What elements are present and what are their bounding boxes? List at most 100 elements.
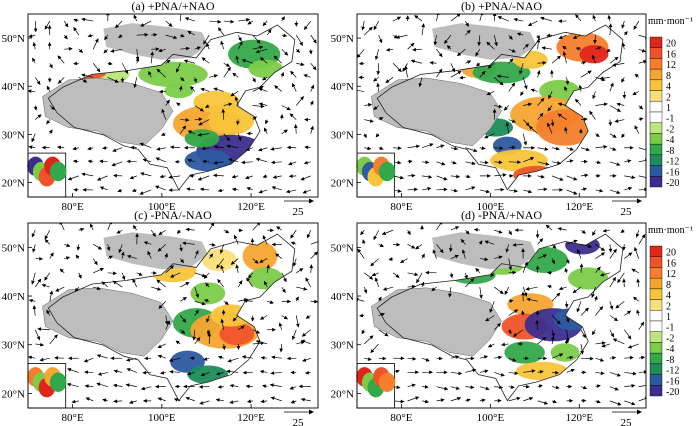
wind-vector-head (511, 119, 517, 123)
wind-vector-head (600, 252, 606, 257)
plateau-mask (42, 77, 174, 147)
wind-vector-head (397, 68, 402, 73)
wind-vector-head (523, 292, 528, 297)
wind-vector-head (505, 248, 510, 253)
wind-vector-head (196, 336, 201, 342)
wind-vector-head (397, 160, 402, 165)
wind-vector-head (378, 39, 383, 44)
wind-vector-head (415, 370, 420, 375)
wind-vector-head (265, 120, 269, 125)
colorbar-level-label: 4 (666, 291, 671, 302)
map-area (28, 223, 318, 408)
wind-vector-head (400, 399, 405, 404)
wind-vector-head (47, 41, 52, 46)
wind-vector-head (230, 260, 235, 265)
wind-vector-head (236, 345, 241, 350)
wind-vector-head (81, 73, 86, 78)
wind-vector-head (511, 49, 517, 53)
wind-vector-head (500, 342, 506, 347)
colorbar-units: mm·mon⁻¹ (648, 225, 693, 236)
wind-vector-head (255, 49, 260, 54)
colorbar-swatch (649, 165, 663, 177)
wind-vector-head (449, 273, 454, 279)
wind-vector-head (104, 36, 108, 41)
anomaly-patch (184, 129, 220, 148)
x-tick-label: 120°E (237, 412, 265, 424)
wind-vector-head (303, 160, 308, 165)
wind-vector-head (269, 383, 274, 388)
wind-vector-head (514, 309, 519, 314)
wind-vector-head (168, 358, 174, 362)
wind-vector-head (454, 254, 459, 259)
wind-vector-head (143, 241, 148, 245)
wind-vector-head (142, 399, 147, 403)
colorbar-level-label: 16 (666, 258, 676, 269)
colorbar-level-label: 1 (666, 103, 671, 114)
wind-vector-head (373, 235, 377, 241)
wind-vector-head (535, 319, 539, 324)
wind-vector-head (616, 108, 622, 112)
wind-vector-head (526, 384, 530, 389)
wind-vector-head (373, 77, 378, 82)
wind-vector-head (421, 253, 425, 258)
colorbar-level-label: -20 (666, 178, 679, 189)
wind-vector-head (279, 113, 284, 118)
wind-vector-head (610, 333, 615, 338)
colorbar-units: mm·mon⁻¹ (648, 16, 693, 27)
wind-vector-head (357, 88, 358, 90)
wind-vector-head (168, 23, 173, 27)
wind-vector-head (229, 383, 234, 388)
wind-vector-head (201, 301, 206, 306)
wind-vector-head (633, 25, 638, 30)
wind-vector-head (153, 32, 158, 37)
wind-vector-head (235, 55, 240, 60)
wind-vector-head (494, 42, 498, 47)
wind-vector-head (126, 159, 131, 164)
wind-vector-head (412, 284, 417, 289)
china-outline (47, 24, 296, 191)
wind-vector-head (304, 145, 309, 150)
wind-vector-head (234, 96, 239, 101)
wind-vector-head (361, 26, 365, 31)
wind-vector-head (601, 341, 606, 345)
wind-vector-head (199, 401, 204, 405)
wind-vector-head (217, 19, 222, 24)
wind-vector-head (156, 279, 161, 284)
wind-vector-head (565, 80, 570, 85)
wind-vector-head (271, 355, 276, 360)
wind-vector-head (557, 113, 562, 118)
wind-vector-head (113, 383, 118, 388)
wind-vector-head (258, 147, 263, 152)
wind-vector-head (44, 25, 49, 30)
wind-vector-head (565, 338, 570, 343)
wind-vector-head (183, 145, 188, 150)
anomaly-patch (219, 322, 255, 346)
wind-vector-head (314, 299, 318, 304)
wind-vector-head (572, 35, 578, 39)
wind-vector-head (200, 372, 205, 377)
wind-vector-head (400, 356, 405, 361)
wind-vector-head (303, 25, 308, 31)
wind-vector-head (227, 358, 232, 363)
wind-vector (107, 223, 111, 231)
reference-vector-label: 25 (293, 417, 305, 426)
wind-vector-head (545, 224, 550, 229)
wind-vector-head (609, 305, 614, 310)
wind-vector-head (106, 246, 111, 252)
wind-vector-head (379, 243, 385, 247)
wind-vector-head (551, 259, 555, 265)
wind-vector-head (564, 339, 569, 344)
wind-vector-head (138, 272, 143, 276)
wind-vector-head (382, 356, 387, 361)
wind-vector-head (559, 353, 564, 357)
wind-vector-head (431, 287, 436, 292)
wind-vector-head (539, 370, 544, 374)
wind-vector-head (521, 291, 525, 296)
wind-vector-head (66, 243, 71, 248)
wind-vector-head (185, 46, 191, 51)
wind-vector-head (611, 63, 617, 67)
wind-vector-head (500, 372, 505, 377)
colorbar-level-label: -2 (666, 124, 674, 135)
wind-vector-head (67, 368, 72, 372)
colorbar-swatch (649, 47, 663, 59)
